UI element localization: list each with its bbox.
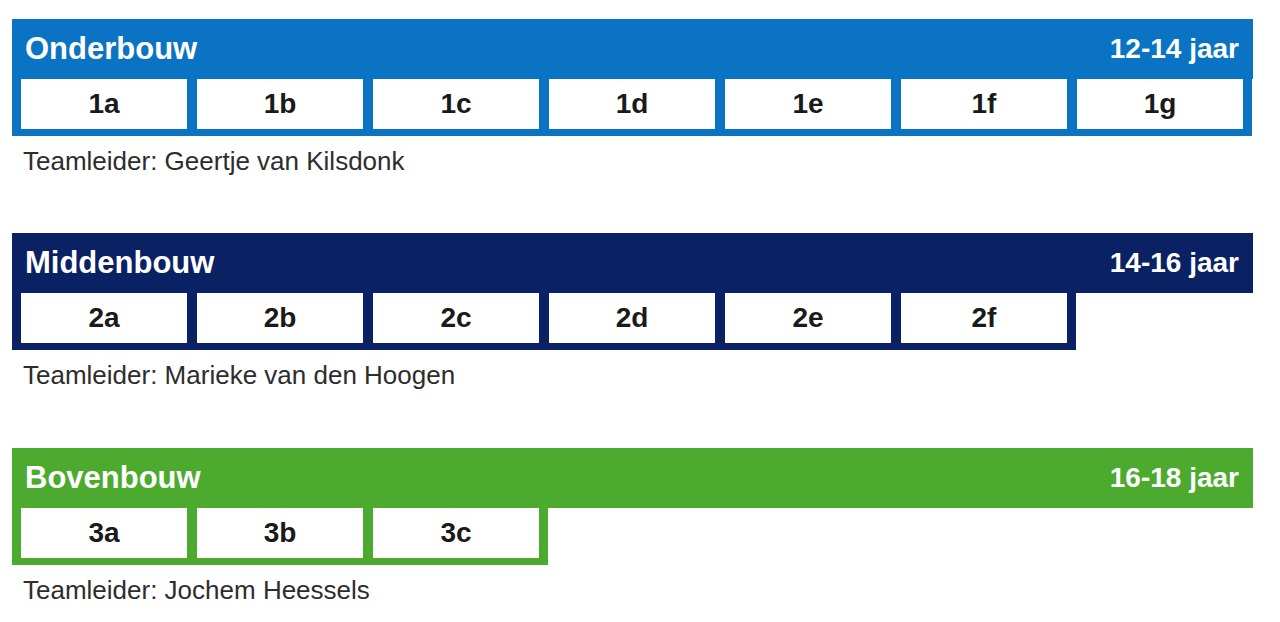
section-title: Onderbouw (25, 31, 197, 67)
class-row-bovenbouw: 3a 3b 3c (12, 508, 548, 565)
teamleider-text: Teamleider: Marieke van den Hoogen (23, 360, 1253, 390)
section-bovenbouw: Bovenbouw 16-18 jaar 3a 3b 3c Teamleider… (12, 448, 1253, 605)
class-row-middenbouw: 2a 2b 2c 2d 2e 2f (12, 293, 1076, 350)
teamleider-text: Teamleider: Jochem Heessels (23, 575, 1253, 605)
section-onderbouw: Onderbouw 12-14 jaar 1a 1b 1c 1d 1e 1f 1… (12, 0, 1253, 176)
age-range-label: 16-18 jaar (1110, 462, 1239, 494)
class-cell: 3b (197, 508, 363, 558)
section-header-onderbouw: Onderbouw 12-14 jaar (12, 19, 1253, 79)
class-row-onderbouw: 1a 1b 1c 1d 1e 1f 1g (12, 79, 1252, 136)
class-cell: 1g (1077, 79, 1243, 129)
class-cell: 1f (901, 79, 1067, 129)
class-cell: 2c (373, 293, 539, 343)
class-cell: 3a (21, 508, 187, 558)
class-cell: 2d (549, 293, 715, 343)
class-cell: 1d (549, 79, 715, 129)
class-cell: 3c (373, 508, 539, 558)
class-cell: 2a (21, 293, 187, 343)
class-cell: 2f (901, 293, 1067, 343)
section-header-middenbouw: Middenbouw 14-16 jaar (12, 233, 1253, 293)
section-header-bovenbouw: Bovenbouw 16-18 jaar (12, 448, 1253, 508)
teamleider-text: Teamleider: Geertje van Kilsdonk (23, 146, 1253, 176)
section-title: Bovenbouw (25, 460, 201, 496)
section-title: Middenbouw (25, 245, 214, 281)
class-cell: 1a (21, 79, 187, 129)
class-cell: 1b (197, 79, 363, 129)
section-middenbouw: Middenbouw 14-16 jaar 2a 2b 2c 2d 2e 2f … (12, 233, 1253, 390)
class-cell: 2e (725, 293, 891, 343)
class-cell: 1e (725, 79, 891, 129)
class-cell: 2b (197, 293, 363, 343)
age-range-label: 14-16 jaar (1110, 247, 1239, 279)
age-range-label: 12-14 jaar (1110, 33, 1239, 65)
page: Onderbouw 12-14 jaar 1a 1b 1c 1d 1e 1f 1… (0, 0, 1280, 622)
class-cell: 1c (373, 79, 539, 129)
